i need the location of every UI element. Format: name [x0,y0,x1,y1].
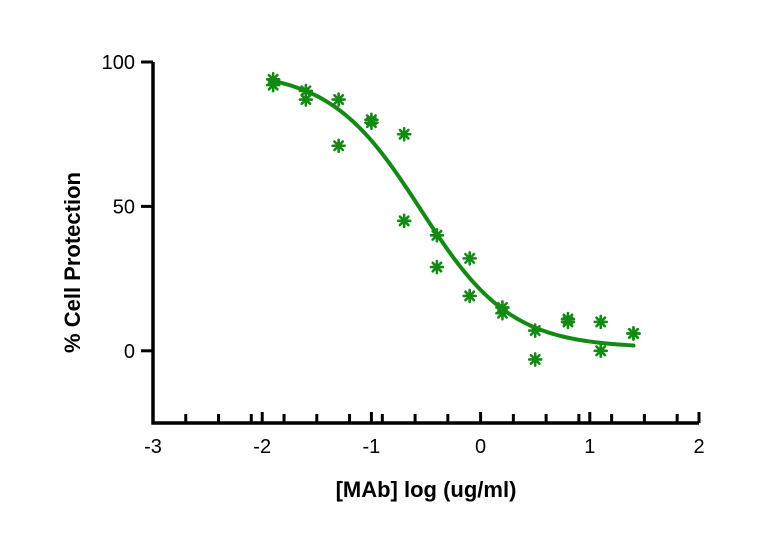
data-points [265,72,641,367]
x-tick-label: -3 [144,436,162,458]
data-point-marker [429,259,445,275]
data-point-marker [593,343,609,359]
x-tick-label: -1 [363,436,381,458]
data-point-marker [527,323,543,338]
data-point-marker [396,213,412,229]
data-point-marker [626,326,641,341]
x-axis-ticks: -3 -2 -1 0 1 2 [144,412,705,458]
x-tick-label: 0 [475,436,486,458]
data-point-marker [265,72,281,87]
plot-area [265,72,641,367]
data-point-marker [298,83,314,99]
data-point-marker [429,227,445,243]
x-axis-label: [MAb] log (ug/ml) [336,477,517,502]
data-point-marker [364,112,379,128]
y-tick-label: 0 [124,341,135,363]
data-point-marker [495,300,510,315]
y-axis-ticks: 0 50 100 [102,52,153,363]
fit-curve [271,78,636,348]
data-point-marker [527,352,543,367]
x-tick-label: 1 [584,436,595,458]
data-point-marker [462,251,477,266]
data-point-marker [560,311,576,327]
y-tick-label: 50 [113,196,135,218]
x-tick-label: 2 [693,436,704,458]
x-tick-label: -2 [253,436,271,458]
y-tick-label: 100 [102,52,135,74]
data-point-marker [396,126,412,142]
y-axis-label: % Cell Protection [60,172,85,353]
data-point-marker [462,288,477,304]
data-point-marker [593,314,609,330]
data-point-marker [331,92,346,107]
data-point-marker [331,138,346,154]
